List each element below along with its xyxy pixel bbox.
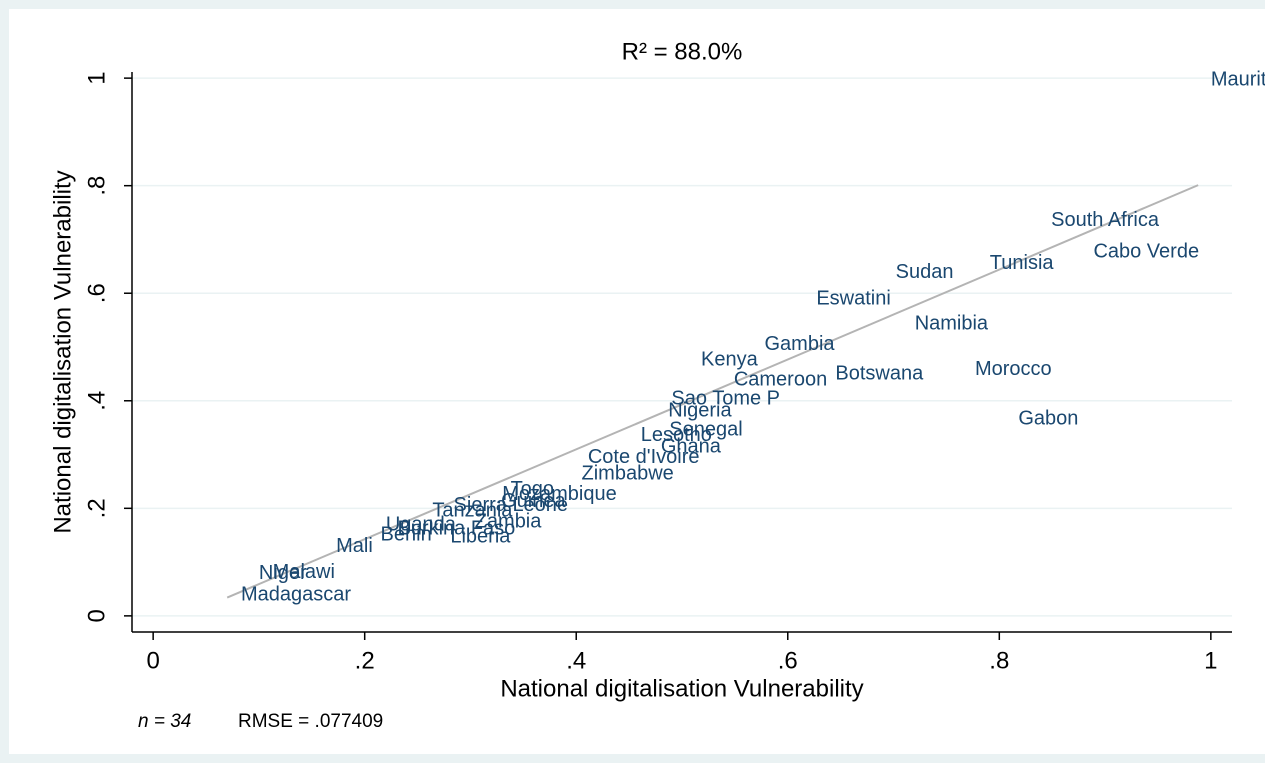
x-axis-title: National digitalisation Vulnerability — [500, 675, 863, 702]
point-label: Tunisia — [990, 252, 1055, 274]
point-label: Zambia — [475, 511, 543, 533]
point-label: Gabon — [1018, 407, 1078, 429]
inner-region — [9, 9, 1265, 754]
point-label: Mali — [336, 535, 373, 557]
point-label: Niger — [259, 562, 307, 584]
point-label: Cameroon — [734, 369, 827, 391]
y-axis-title: National digitalisation Vulnerability — [49, 170, 76, 533]
y-tick-label: .8 — [83, 176, 110, 196]
x-tick-label: .2 — [355, 647, 375, 674]
point-label: Sao Tome P — [671, 387, 780, 409]
point-label: Tanzania — [432, 499, 513, 521]
note-rmse: RMSE = .077409 — [238, 711, 383, 732]
point-label: Namibia — [915, 313, 989, 335]
point-label: Zimbabwe — [582, 463, 674, 485]
point-label: Botswana — [835, 363, 924, 385]
y-tick-label: 0 — [83, 609, 110, 622]
x-tick-label: 1 — [1204, 647, 1217, 674]
point-label: Benin — [381, 523, 432, 545]
point-label: Uganda — [386, 513, 457, 535]
note-n: n = 34 — [138, 711, 191, 732]
x-tick-label: .6 — [778, 647, 798, 674]
x-tick-label: .4 — [566, 647, 586, 674]
point-label: Nigeria — [668, 399, 732, 421]
point-label: Madagascar — [241, 584, 351, 606]
y-tick-label: .4 — [83, 391, 110, 411]
point-label: Mauritius — [1211, 69, 1265, 91]
point-label: Burkina Faso — [397, 518, 515, 540]
point-label: Guinea — [501, 490, 566, 512]
x-tick-label: .8 — [989, 647, 1009, 674]
point-label: Kenya — [701, 349, 759, 371]
point-label: South Africa — [1051, 209, 1160, 231]
x-tick-label: 0 — [146, 647, 159, 674]
y-tick-label: .2 — [83, 498, 110, 518]
point-label: Gambia — [765, 333, 836, 355]
point-label: Morocco — [975, 358, 1052, 380]
point-label: Sudan — [896, 261, 954, 283]
point-label: Cabo Verde — [1093, 241, 1199, 263]
point-label: Eswatini — [816, 287, 890, 309]
point-label: Mozambique — [502, 483, 617, 505]
point-label: Cote d'Ivoire — [588, 446, 700, 468]
point-label: Ghana — [661, 435, 722, 457]
point-label: Togo — [511, 478, 554, 500]
chart-title: R² = 88.0% — [622, 38, 743, 65]
y-tick-label: 1 — [83, 71, 110, 84]
point-label: Sierra Leone — [454, 494, 569, 516]
fit-line — [226, 184, 1199, 599]
point-label: Lesotho — [641, 424, 712, 446]
point-label: Malawi — [273, 561, 335, 583]
y-tick-label: .6 — [83, 283, 110, 303]
point-label: Liberia — [450, 526, 511, 548]
point-label: Senegal — [669, 419, 742, 441]
